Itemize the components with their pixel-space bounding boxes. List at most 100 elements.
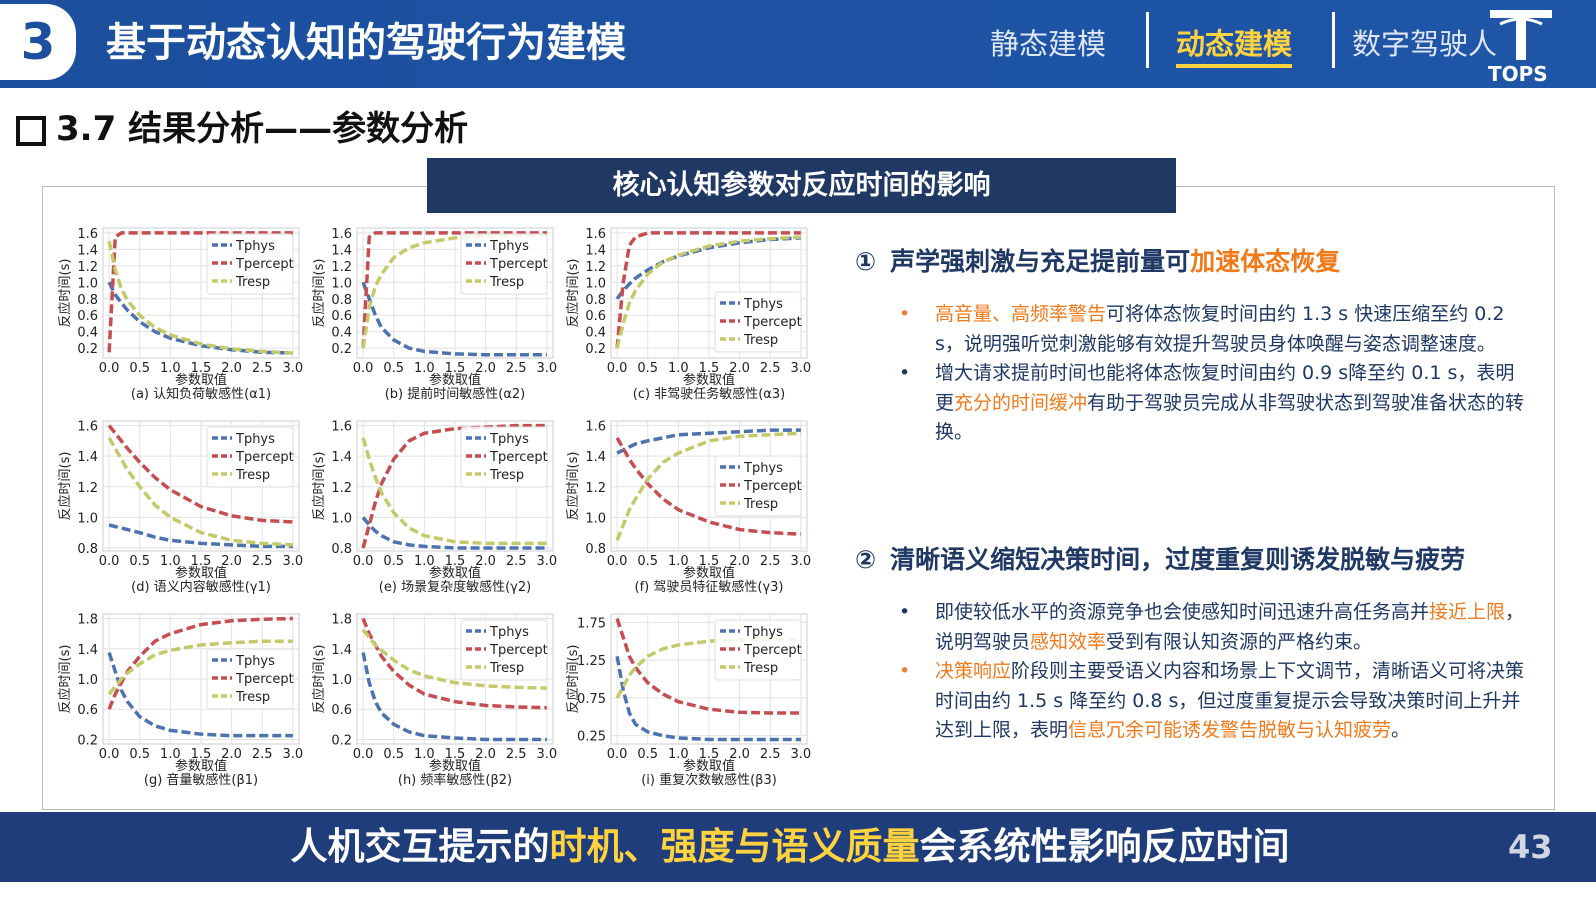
y-tick-label: 0.25: [577, 730, 606, 745]
x-tick-label: 1.5: [699, 554, 720, 569]
y-tick-label: 1.0: [585, 276, 606, 291]
x-tick-label: 0.5: [129, 554, 150, 569]
x-tick-label: 1.5: [445, 747, 466, 762]
finding-heading: ② 清晰语义缩短决策时间，过度重复则诱发脱敏与疲劳: [855, 542, 1465, 578]
series-line: [107, 639, 293, 696]
series-line: [107, 616, 293, 710]
text-run: 会系统性影响反应时间: [919, 825, 1290, 868]
x-tick-label: 1.5: [445, 554, 466, 569]
chart-caption: (b) 提前时间敏感性(α2): [385, 386, 526, 402]
section-title: 3.7 结果分析——参数分析: [56, 109, 469, 149]
panel-title: 核心认知参数对反应时间的影响: [427, 158, 1176, 213]
y-tick-label: 0.8: [585, 293, 606, 308]
series-line: [107, 436, 293, 547]
chart-caption: (f) 驾驶员特征敏感性(γ3): [635, 579, 784, 595]
y-tick-label: 1.4: [331, 243, 352, 258]
highlight-text: 接近上限: [1429, 601, 1506, 623]
series-line: [107, 231, 293, 353]
finding-number: ①: [855, 247, 877, 276]
x-tick-label: 2.0: [221, 361, 242, 376]
x-axis-label: 参数取值: [429, 372, 481, 388]
legend-label: Tpercept: [489, 257, 548, 272]
y-tick-label: 1.25: [577, 654, 606, 669]
finding-number: ②: [855, 545, 877, 574]
legend-label: Tphys: [743, 461, 783, 476]
x-tick-label: 3.0: [283, 554, 304, 569]
legend-label: Tphys: [489, 239, 529, 254]
x-tick-label: 0.5: [129, 747, 150, 762]
nav-tab: 静态建模: [990, 27, 1107, 61]
legend-label: Tphys: [743, 297, 783, 312]
series-line: [108, 523, 293, 549]
bullet-dot: •: [899, 660, 911, 682]
highlight-text: 信息冗余可能诱发警告脱敏与认知疲劳: [1068, 719, 1392, 741]
text-run: ，说明驾驶员: [935, 601, 1525, 653]
y-tick-label: 1.4: [585, 450, 606, 465]
legend-label: Tresp: [235, 468, 270, 483]
y-tick-label: 1.0: [585, 511, 606, 526]
x-tick-label: 1.5: [445, 361, 466, 376]
y-axis-label: 反应时间(s): [57, 645, 73, 714]
legend-label: Tpercept: [235, 672, 294, 687]
bullet-item: • 增大请求提前时间也能将体态恢复时间由约 0.9 s降至约 0.1 s，表明更充…: [899, 359, 1525, 448]
bullet-item: • 即使较低水平的资源竞争也会使感知时间迅速升高任务高并接近上限，说明驾驶员感知效…: [899, 598, 1525, 657]
text-run: 有助于驾驶员完成从非驾驶状态到驾驶准备状态的转换。: [935, 391, 1525, 444]
y-tick-label: 0.4: [331, 326, 352, 341]
legend-label: Tresp: [743, 333, 778, 348]
highlight-text: 感知效率: [1030, 630, 1107, 653]
y-tick-label: 1.4: [77, 450, 98, 465]
x-tick-label: 3.0: [283, 747, 304, 762]
y-tick-label: 1.0: [331, 511, 352, 526]
x-tick-label: 1.5: [191, 361, 212, 376]
y-tick-label: 1.4: [77, 643, 98, 658]
legend-box: [714, 291, 802, 353]
series-line: [107, 240, 293, 355]
x-tick-label: 1.0: [668, 554, 689, 569]
y-tick-label: 0.2: [331, 733, 352, 748]
x-axis-label: 参数取值: [175, 758, 227, 774]
x-tick-label: 1.5: [191, 554, 212, 569]
y-tick-label: 1.6: [331, 420, 352, 435]
legend-label: Tpercept: [235, 257, 294, 272]
x-tick-label: 2.0: [475, 554, 496, 569]
x-tick-label: 0.0: [99, 747, 120, 762]
text-run: 可将体态恢复时间由约 1.3 s 快速压缩至约 0.2 s，说明强听觉刺激能够有…: [935, 303, 1505, 355]
y-tick-label: 1.2: [77, 260, 98, 275]
x-tick-label: 0.0: [607, 747, 628, 762]
y-tick-label: 0.8: [77, 293, 98, 308]
y-tick-label: 1.8: [77, 613, 98, 628]
x-axis-label: 参数取值: [683, 758, 735, 774]
chapter-number: 3: [0, 4, 76, 80]
legend-label: Tpercept: [489, 643, 548, 658]
series-line: [361, 231, 547, 349]
section-marker: [16, 116, 46, 146]
legend-label: Tphys: [489, 625, 529, 640]
legend-label: Tphys: [489, 432, 529, 447]
x-tick-label: 1.5: [699, 747, 720, 762]
x-tick-label: 2.5: [252, 361, 273, 376]
nav-tab: 动态建模: [1176, 24, 1293, 68]
series-line: [615, 656, 801, 742]
y-tick-label: 0.6: [331, 309, 352, 324]
series-line: [107, 424, 293, 524]
legend-label: Tphys: [235, 654, 275, 669]
x-tick-label: 1.0: [160, 554, 181, 569]
y-tick-label: 1.2: [331, 260, 352, 275]
y-axis-label: 反应时间(s): [311, 259, 327, 328]
series-line: [361, 652, 547, 742]
chart-caption: (i) 重复次数敏感性(β3): [641, 772, 777, 788]
y-tick-label: 1.0: [331, 673, 352, 688]
header-title: 基于动态认知的驾驶行为建模: [106, 20, 626, 66]
series-line: [361, 516, 547, 550]
highlight-text: 充分的时间缓冲: [954, 391, 1088, 414]
x-tick-label: 1.0: [668, 747, 689, 762]
x-tick-label: 0.0: [607, 554, 628, 569]
y-tick-label: 1.6: [585, 420, 606, 435]
x-tick-label: 1.0: [160, 361, 181, 376]
x-axis-label: 参数取值: [683, 565, 735, 581]
series-line: [615, 231, 801, 349]
x-tick-label: 3.0: [791, 554, 812, 569]
chart-caption: (d) 语义内容敏感性(γ1): [131, 579, 271, 595]
x-tick-label: 2.0: [729, 747, 750, 762]
x-tick-label: 2.5: [506, 554, 527, 569]
